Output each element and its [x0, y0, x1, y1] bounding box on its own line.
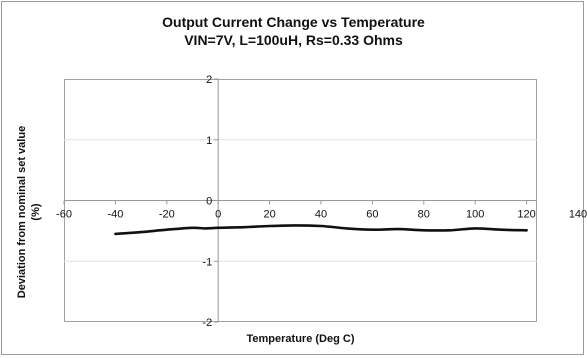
- x-tick-label: 140: [569, 209, 587, 221]
- y-axis-label-line1: Deviation from nominal set value: [16, 125, 28, 299]
- y-tick-label: -2: [202, 317, 212, 329]
- x-tick-label: -60: [56, 209, 72, 221]
- y-axis-label: Deviation from nominal set value (%): [15, 112, 45, 312]
- x-tick-label: 20: [263, 209, 275, 221]
- x-tick-label: 0: [215, 209, 221, 221]
- y-tick-label: 0: [206, 196, 212, 208]
- y-axis-label-line2: (%): [30, 203, 42, 221]
- x-tick-label: -20: [159, 209, 175, 221]
- chart-title: Output Current Change vs Temperature: [162, 14, 425, 30]
- chart-subtitle: VIN=7V, L=100uH, Rs=0.33 Ohms: [184, 32, 403, 48]
- x-tick-label: 80: [418, 209, 430, 221]
- y-tick-label: 1: [206, 135, 212, 147]
- series-line-0: [114, 224, 528, 236]
- x-tick-label: 40: [315, 209, 327, 221]
- x-tick-label: -40: [107, 209, 123, 221]
- y-tick-label: 2: [206, 74, 212, 86]
- x-tick-label: 100: [466, 209, 484, 221]
- x-tick-label: 120: [517, 209, 535, 221]
- x-tick-label: 60: [366, 209, 378, 221]
- x-axis-label: Temperature (Deg C): [246, 333, 355, 345]
- y-tick-label: -1: [202, 256, 212, 268]
